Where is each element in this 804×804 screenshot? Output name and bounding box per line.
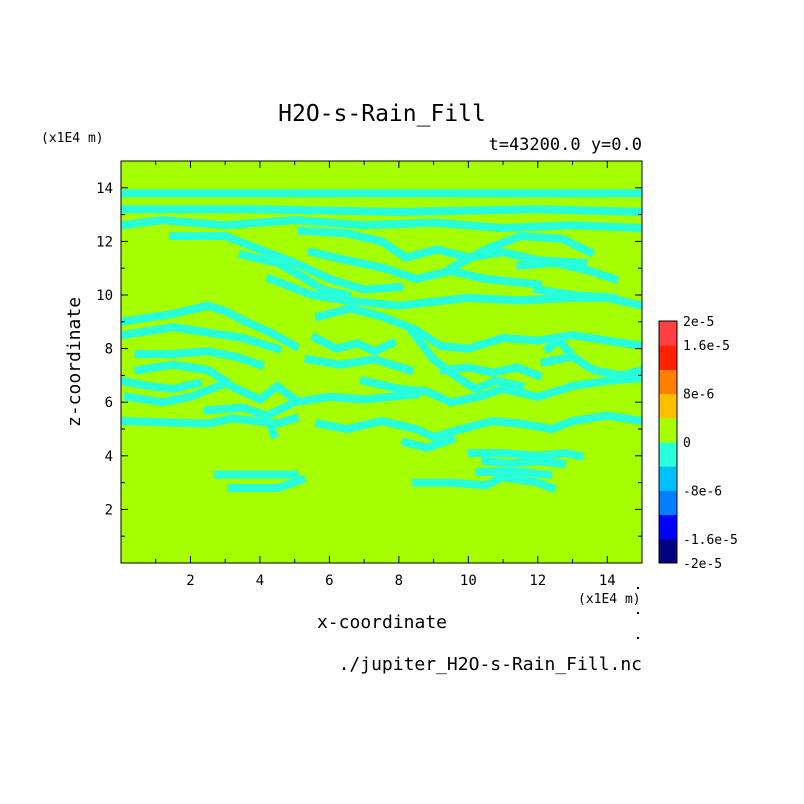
colorbar-swatch [659,490,677,516]
colorbar-swatch [659,442,677,467]
negative-region-21 [310,332,398,356]
negative-region-6 [307,247,543,289]
chart-title: H2O-s-Rain_Fill [278,101,486,127]
x-tick-label: 4 [256,573,264,589]
negative-region-22 [303,354,415,376]
negative-region-3 [169,232,404,294]
negative-region-5 [297,226,588,268]
x-tick-label: 10 [460,573,477,589]
negative-region-30 [467,449,585,461]
colorbar-label: -1.6e-5 [683,533,738,548]
y-tick-label: 2 [105,502,113,518]
colorbar-label: 2e-5 [683,315,714,330]
negative-region-8 [445,231,596,274]
colorbar-swatch [659,369,677,395]
x-tick-label: 12 [529,573,546,589]
colorbar-label: -8e-6 [683,484,722,499]
negative-region-23 [407,326,526,394]
colorbar-swatch [659,466,677,491]
negative-region-10 [533,285,619,302]
colorbar: 2e-5 1.6e-5 8e-6 0 -8e-6 -1.6e-5 -2e-5 [658,315,738,572]
negative-region-1 [121,205,642,216]
colorbar-swatch [659,538,677,564]
x-axis-title: x-coordinate [317,612,447,633]
negative-region-35 [228,474,307,492]
negative-region-20 [314,304,642,353]
negative-region-9 [516,258,620,284]
colorbar-swatch [659,321,677,346]
negative-region-26 [540,352,642,380]
colorbar-label: 8e-6 [683,388,714,403]
y-tick-label: 8 [105,342,113,358]
colorbar-swatch [659,417,677,443]
plot-area: 2 4 6 8 10 12 14 2 4 6 8 10 12 14 [96,160,643,589]
negative-region-32 [412,473,557,494]
y-tick-label: 4 [105,449,113,465]
negative-region-12 [121,323,283,354]
colorbar-label: 0 [683,436,691,451]
negative-region-29 [400,434,457,452]
negative-region-28 [314,411,642,442]
x-tick-label: 14 [599,573,616,589]
negative-region-14 [133,360,231,387]
x-tick-label: 6 [325,573,333,589]
colorbar-label: -2e-5 [683,557,722,572]
stray-marks [637,587,639,639]
negative-region-19 [265,418,279,440]
negative-region-27 [542,335,575,357]
negative-region-4 [237,250,352,300]
colorbar-swatch [659,345,677,370]
negative-region-25 [439,363,543,381]
x-unit-label: (x1E4 m) [578,592,641,607]
negative-region-15 [121,376,203,393]
negative-region-2 [121,215,642,233]
negative-region-24 [359,374,642,407]
colorbar-frame [658,320,678,564]
negative-region-17 [203,389,421,420]
negative-region-13 [134,347,265,370]
negative-region-16 [123,379,301,407]
y-tick-label: 14 [96,181,113,197]
colorbar-swatch [659,514,677,540]
plot-frame [120,160,643,564]
y-tick-label: 12 [96,234,113,250]
negative-region-18 [121,413,300,428]
colorbar-swatch [659,393,677,419]
negative-region-31 [481,456,567,469]
y-tick-label: 10 [96,288,113,304]
source-file-label: ./jupiter_H2O-s-Rain_Fill.nc [339,654,642,675]
x-tick-label: 8 [395,573,403,589]
chart-subtitle: t=43200.0 y=0.0 [488,135,642,155]
negative-region-33 [474,467,553,479]
y-axis-title: z-coordinate [64,297,85,427]
negative-region-11 [121,301,301,352]
y-tick-label: 6 [105,395,113,411]
y-unit-label: (x1E4 m) [41,131,104,146]
x-tick-label: 2 [186,573,194,589]
colorbar-label: 1.6e-5 [683,339,730,354]
